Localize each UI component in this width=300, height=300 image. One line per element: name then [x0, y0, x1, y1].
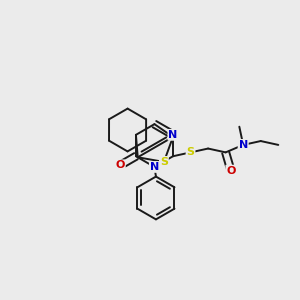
Text: N: N [150, 162, 159, 172]
Text: O: O [116, 160, 125, 170]
Text: S: S [187, 147, 194, 158]
Text: S: S [160, 157, 168, 167]
Text: N: N [168, 130, 178, 140]
Text: O: O [226, 166, 236, 176]
Text: N: N [238, 140, 248, 150]
